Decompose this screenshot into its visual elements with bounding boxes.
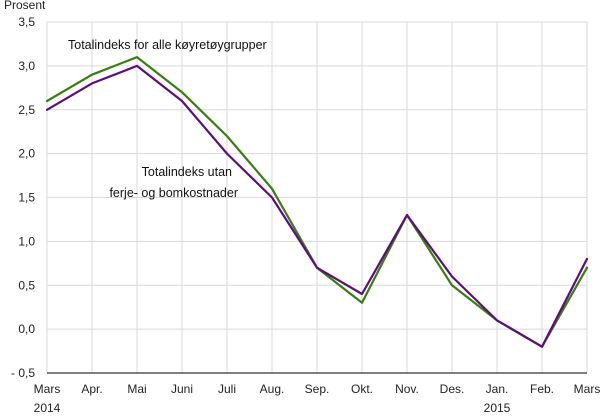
x-tick-label: Mai	[127, 382, 146, 396]
x-tick-label: Juli	[218, 382, 236, 396]
x-tick-label: Aug.	[260, 382, 285, 396]
annotation-series-excl-line-2: ferje- og bomkostnader	[109, 186, 238, 200]
y-tick-label: 3,5	[18, 15, 35, 29]
y-tick-label: 0,5	[18, 278, 35, 292]
series-line-2	[45, 64, 589, 348]
x-year-label: 2014	[34, 401, 61, 415]
y-tick-label: 2,5	[18, 103, 35, 117]
x-tick-label: Nov.	[395, 382, 419, 396]
series-lines	[45, 55, 589, 348]
annotation-series-excl-line-1: Totalindeks utan	[142, 165, 232, 179]
annotation-series-total: Totalindeks for alle køyretøygrupper	[68, 38, 267, 52]
x-tick-label: Sep.	[305, 382, 330, 396]
x-year-label: 2015	[484, 401, 511, 415]
y-axis-label: Prosent	[4, 0, 46, 12]
x-tick-label: Apr.	[81, 382, 102, 396]
x-tick-label: Feb.	[530, 382, 554, 396]
x-axis-tick-labels: Mars Apr. Mai Juni Juli Aug. Sep. Okt. Nov. Des. J…	[34, 382, 601, 415]
y-tick-label: 3,0	[18, 59, 35, 73]
y-tick-label: 1,5	[18, 191, 35, 205]
x-tick-label: Okt.	[351, 382, 373, 396]
y-tick-label: 0,0	[18, 322, 35, 336]
y-tick-label: - 0,5	[11, 366, 35, 380]
x-tick-label: Des.	[440, 382, 465, 396]
x-tick-label: Juni	[171, 382, 193, 396]
y-axis-tick-labels: - 0,5 0,0 0,5 1,0 1,5 2,0 2,5 3,0 3,5	[11, 15, 35, 380]
x-tick-label: Mars	[34, 382, 61, 396]
y-tick-label: 1,0	[18, 234, 35, 248]
x-tick-label: Jan.	[486, 382, 509, 396]
x-tick-label: Mars	[574, 382, 601, 396]
y-tick-label: 2,0	[18, 147, 35, 161]
